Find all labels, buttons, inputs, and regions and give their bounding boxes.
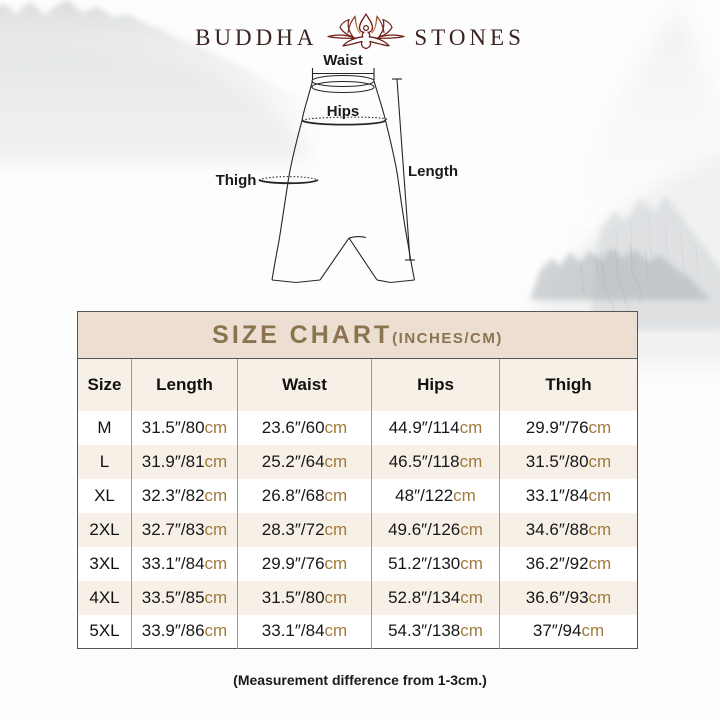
svg-text:Thigh: Thigh [216,172,257,189]
svg-text:Length: Length [408,163,458,180]
svg-text:Waist: Waist [323,52,362,69]
svg-text:Hips: Hips [327,103,360,120]
